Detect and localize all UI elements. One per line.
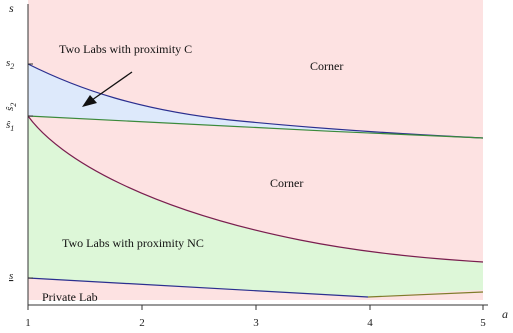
x-tick-label: 3 <box>253 317 259 329</box>
x-axis-label: a <box>502 307 508 321</box>
x-tick-label: 1 <box>25 317 31 329</box>
private-lab-boundary-right <box>367 291 484 298</box>
private-lab-region <box>28 278 483 300</box>
annotation-arrow <box>91 71 133 101</box>
two-labs-c-region <box>28 64 483 138</box>
x-tick-label: 2 <box>139 317 145 329</box>
region-label-two-labs-c: Two Labs with proximity C <box>59 42 192 56</box>
region-label-two-labs-nc: Two Labs with proximity NC <box>62 236 204 250</box>
middle-boundary-curve <box>27 115 484 139</box>
nc-boundary-curve <box>27 115 484 263</box>
region-label-corner-top: Corner <box>310 59 343 73</box>
y-marker-s-low: s <box>9 270 13 282</box>
x-tick-label: 4 <box>367 317 373 329</box>
x-tick-label: 5 <box>480 317 486 329</box>
y-marker-s2: s2 <box>6 57 14 71</box>
region-label-corner-mid: Corner <box>270 176 303 190</box>
y-marker-s1: ŝ1 <box>6 119 14 133</box>
private-lab-boundary <box>27 277 369 298</box>
arrowhead-icon <box>82 95 97 107</box>
y-marker-s-half: ŝ2 <box>4 103 18 111</box>
region-label-private-lab: Private Lab <box>42 290 98 304</box>
y-axis-label: s <box>9 1 14 15</box>
x-ticks <box>27 305 484 310</box>
